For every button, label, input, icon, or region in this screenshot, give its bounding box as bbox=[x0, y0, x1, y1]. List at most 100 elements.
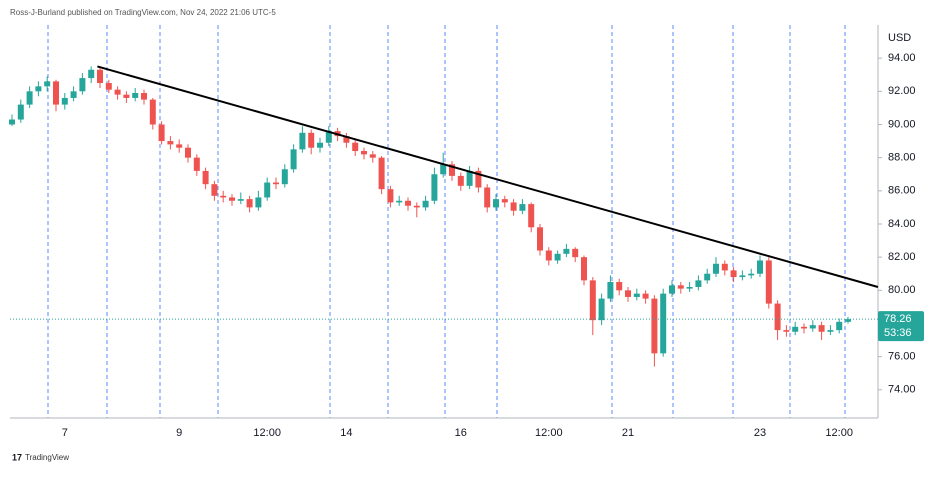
candle-body bbox=[616, 282, 623, 291]
y-tick-label: 90.00 bbox=[888, 118, 916, 130]
candle-body bbox=[739, 275, 746, 278]
candle-body bbox=[88, 69, 95, 79]
candle-body bbox=[721, 263, 728, 271]
candle-body bbox=[809, 325, 816, 329]
candle-body bbox=[528, 204, 535, 228]
candle-body bbox=[642, 293, 649, 299]
candle-body bbox=[123, 94, 130, 98]
candle-body bbox=[17, 104, 24, 120]
session-separators bbox=[47, 25, 846, 418]
candle-body bbox=[598, 298, 605, 321]
y-tick-label: 82.00 bbox=[888, 251, 916, 263]
y-tick-label: 76.00 bbox=[888, 351, 916, 363]
candle-body bbox=[325, 131, 332, 143]
candle-body bbox=[730, 270, 737, 278]
candle-body bbox=[70, 91, 77, 98]
candle-body bbox=[581, 257, 587, 281]
candle-body bbox=[44, 81, 51, 87]
candle-body bbox=[79, 78, 86, 92]
candle-body bbox=[167, 141, 174, 145]
x-tick-label: 21 bbox=[622, 427, 634, 439]
candle-body bbox=[26, 91, 33, 105]
candle-body bbox=[563, 248, 570, 254]
candle-body bbox=[97, 69, 103, 84]
candle-body bbox=[202, 170, 209, 185]
candle-body bbox=[229, 197, 235, 201]
candle-body bbox=[748, 273, 755, 276]
candle-body bbox=[149, 99, 156, 125]
candle-body bbox=[369, 154, 376, 158]
footer: TradingView bbox=[25, 453, 69, 462]
candle-body bbox=[545, 250, 552, 261]
candle-body bbox=[607, 282, 614, 299]
candle-body bbox=[827, 330, 834, 332]
candle-body bbox=[449, 164, 455, 176]
candle-body bbox=[572, 248, 579, 258]
y-tick-label: 84.00 bbox=[888, 218, 916, 230]
candle-body bbox=[475, 170, 482, 188]
candle-body bbox=[783, 330, 790, 332]
candle-body bbox=[141, 92, 147, 100]
candle-body bbox=[53, 81, 59, 105]
y-tick-label: 80.00 bbox=[888, 284, 916, 296]
y-axis-label: USD bbox=[888, 32, 911, 44]
candle-body bbox=[378, 157, 385, 190]
candle-body bbox=[625, 290, 631, 297]
candle-body bbox=[132, 92, 139, 98]
candle-body bbox=[554, 253, 561, 261]
last-price-box bbox=[878, 311, 924, 342]
candle-body bbox=[818, 325, 825, 332]
candle-body bbox=[317, 142, 323, 148]
x-tick-label: 12:00 bbox=[253, 427, 281, 439]
last-price-label: 78.26 bbox=[884, 313, 912, 325]
candle-body bbox=[105, 83, 112, 90]
candle-body bbox=[633, 293, 640, 297]
candle-body bbox=[9, 119, 15, 125]
trendline bbox=[97, 65, 879, 288]
candle-body bbox=[35, 86, 42, 92]
candle-body bbox=[801, 326, 807, 329]
candle-body bbox=[440, 164, 447, 175]
candle-body bbox=[308, 132, 315, 148]
y-tick-label: 86.00 bbox=[888, 185, 916, 197]
candle-body bbox=[677, 285, 684, 289]
x-tick-label: 9 bbox=[176, 427, 182, 439]
candle-body bbox=[660, 293, 667, 354]
candle-body bbox=[792, 326, 799, 332]
y-tick-label: 74.00 bbox=[888, 384, 916, 396]
candle-body bbox=[237, 199, 244, 201]
candle-body bbox=[501, 199, 508, 203]
candle-body bbox=[537, 227, 543, 251]
footer-logo: 17 TradingView bbox=[12, 452, 69, 462]
candle-body bbox=[343, 136, 350, 143]
candle-body bbox=[493, 199, 499, 208]
candle-body bbox=[431, 174, 438, 201]
y-tick-label: 92.00 bbox=[888, 85, 916, 97]
candle-body bbox=[457, 175, 464, 186]
logo-mark: 17 bbox=[12, 452, 22, 462]
candle-body bbox=[713, 263, 719, 274]
candle-body bbox=[387, 189, 394, 203]
candle-body bbox=[466, 170, 473, 186]
candle-body bbox=[290, 149, 297, 170]
candle-body bbox=[352, 142, 359, 152]
x-tick-label: 12:00 bbox=[535, 427, 563, 439]
candle-body bbox=[484, 187, 491, 208]
candle-body bbox=[704, 273, 711, 281]
candle-body bbox=[246, 199, 253, 208]
candle-body bbox=[695, 280, 702, 287]
candle-body bbox=[211, 184, 218, 196]
candle-body bbox=[361, 151, 367, 155]
candle-body bbox=[413, 205, 420, 208]
candle-body bbox=[158, 124, 165, 142]
candle-body bbox=[220, 195, 227, 198]
header: Ross-J-Burland published on TradingView.… bbox=[10, 8, 276, 17]
candle-body bbox=[273, 182, 279, 185]
candle-body bbox=[264, 182, 271, 198]
candle-body bbox=[686, 287, 693, 289]
candle-body bbox=[185, 147, 191, 158]
x-tick-label: 14 bbox=[340, 427, 352, 439]
candle-body bbox=[589, 280, 596, 321]
candle-body bbox=[765, 260, 772, 304]
